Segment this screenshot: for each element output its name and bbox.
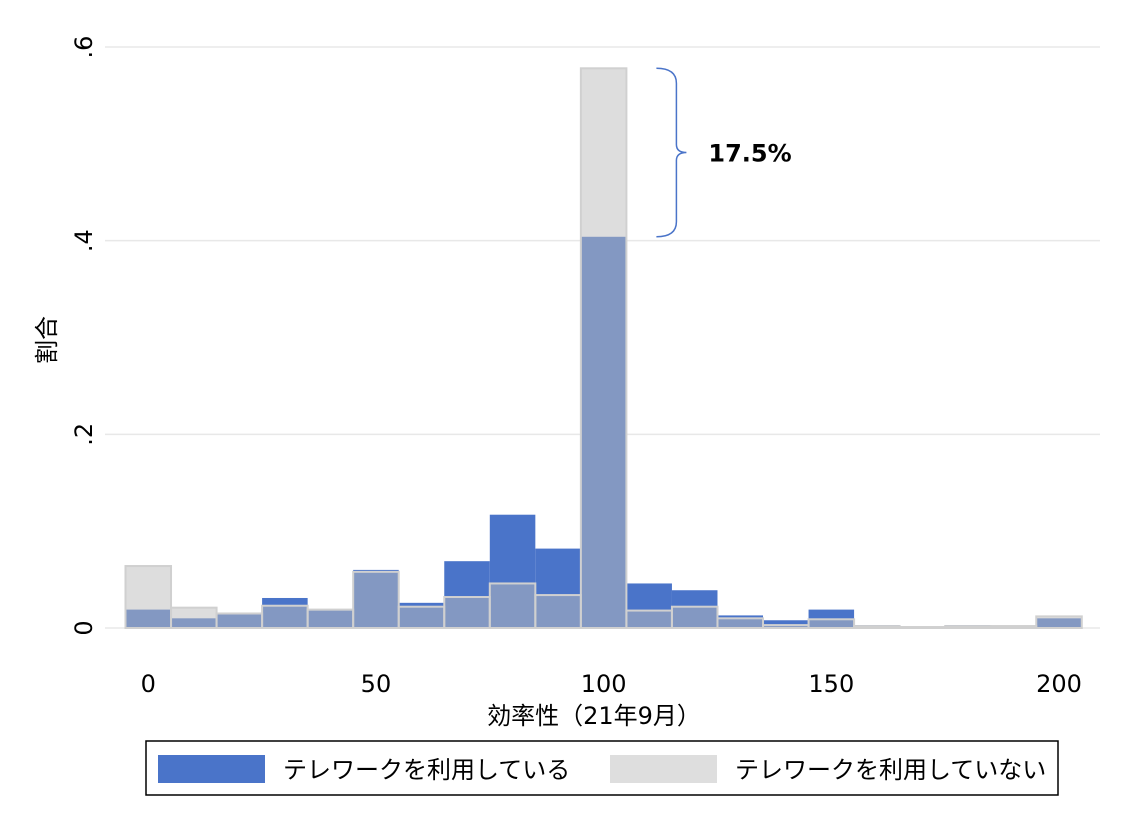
legend-label: テレワークを利用していない <box>735 756 1046 784</box>
bar <box>898 626 947 630</box>
legend-label: テレワークを利用している <box>283 756 570 784</box>
bar <box>488 582 537 629</box>
x-axis-label: 効率性（21年9月） <box>487 702 701 730</box>
y-tick-label: .6 <box>70 36 98 59</box>
bar <box>352 570 400 630</box>
bar <box>170 606 218 629</box>
bar <box>397 605 446 629</box>
bar <box>762 624 810 629</box>
bar <box>989 625 1038 630</box>
bar <box>670 605 719 629</box>
bar <box>853 625 901 630</box>
x-tick-label: 0 <box>141 670 156 698</box>
bar <box>306 608 355 630</box>
bar <box>443 596 491 629</box>
bar <box>261 604 309 629</box>
y-tick-label: 0 <box>70 620 98 635</box>
bar <box>944 625 992 630</box>
bar <box>579 67 628 629</box>
y-tick-label: .4 <box>70 229 98 252</box>
bar <box>1035 615 1083 630</box>
y-axis-label: 割合 <box>33 316 61 364</box>
bar <box>215 612 264 629</box>
bar <box>716 617 765 629</box>
bar <box>807 618 856 629</box>
brace <box>656 67 687 238</box>
bar <box>625 609 673 630</box>
legend-box <box>145 740 1059 796</box>
x-tick-label: 50 <box>361 670 392 698</box>
annotation: 17.5% <box>708 140 791 168</box>
y-tick-label: .2 <box>70 423 98 446</box>
x-tick-label: 100 <box>581 670 627 698</box>
x-tick-label: 150 <box>808 670 854 698</box>
x-tick-label: 200 <box>1036 670 1082 698</box>
legend-swatch <box>610 755 717 783</box>
legend-swatch <box>158 755 265 783</box>
bar <box>534 594 582 629</box>
bar <box>124 565 173 630</box>
